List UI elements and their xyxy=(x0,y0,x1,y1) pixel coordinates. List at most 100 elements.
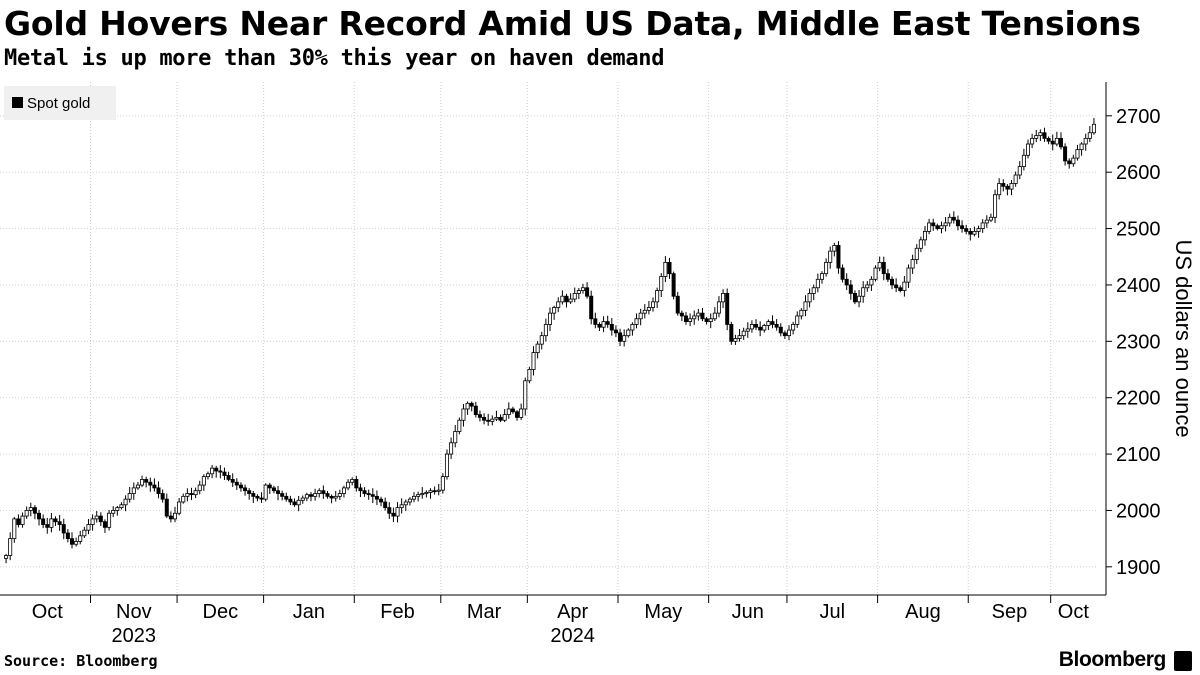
candle-body xyxy=(774,324,779,328)
candle xyxy=(902,276,907,297)
candle-body xyxy=(90,518,95,525)
candle xyxy=(754,319,759,331)
candle-body xyxy=(420,493,425,496)
candle-body xyxy=(486,419,491,422)
candle xyxy=(193,487,198,499)
candle-body xyxy=(1042,132,1047,139)
x-tick-label: Sep xyxy=(992,601,1028,623)
candle xyxy=(449,437,454,459)
candle-body xyxy=(160,493,165,500)
candle-body xyxy=(251,493,256,497)
candle xyxy=(300,495,305,504)
candle-body xyxy=(741,330,746,337)
candle xyxy=(308,491,313,502)
candle-body xyxy=(74,541,79,545)
candle-body xyxy=(1030,137,1035,145)
candle xyxy=(564,293,569,308)
candle-body xyxy=(1091,123,1096,134)
candle-body xyxy=(506,408,511,416)
candle xyxy=(383,497,388,511)
candle-body xyxy=(1046,137,1051,142)
candle-body xyxy=(53,518,58,523)
candle xyxy=(791,321,796,335)
candle-body xyxy=(366,493,371,496)
candle xyxy=(453,425,458,448)
candle xyxy=(997,178,1002,200)
candle-body xyxy=(197,484,202,492)
candle xyxy=(1021,148,1026,171)
candle-body xyxy=(403,501,408,506)
candle xyxy=(506,402,511,419)
candle xyxy=(69,532,74,549)
candle-body xyxy=(762,325,767,331)
candle xyxy=(778,323,783,337)
candle-body xyxy=(86,524,91,531)
candle-body xyxy=(12,518,17,540)
candle xyxy=(271,485,276,494)
candle-body xyxy=(543,324,548,337)
candle-body xyxy=(20,515,25,525)
candle xyxy=(78,530,83,545)
candle xyxy=(840,264,845,283)
candle-body xyxy=(976,228,981,232)
candle-body xyxy=(325,493,330,497)
candle xyxy=(935,223,940,231)
candle xyxy=(692,310,697,325)
candle-body xyxy=(78,535,83,542)
candle-body xyxy=(844,278,849,286)
candle-body xyxy=(498,417,503,421)
candle xyxy=(407,497,412,506)
candle-body xyxy=(416,494,421,497)
candle xyxy=(1030,133,1035,148)
candle-body xyxy=(494,417,499,420)
candle-body xyxy=(803,301,808,311)
legend: Spot gold xyxy=(4,86,116,120)
x-tick-label: Feb xyxy=(380,601,414,623)
candle xyxy=(185,488,190,502)
grid-lines xyxy=(0,82,1098,595)
candle-body xyxy=(622,335,627,342)
candle xyxy=(667,257,672,279)
candle-body xyxy=(173,512,178,520)
y-tick-label: 2300 xyxy=(1116,331,1161,353)
candle xyxy=(45,517,50,534)
candle-body xyxy=(832,245,837,252)
candle-body xyxy=(972,230,977,235)
candle xyxy=(41,514,46,529)
candle-body xyxy=(115,507,120,511)
candle-body xyxy=(205,473,210,478)
candle xyxy=(370,488,375,504)
candle xyxy=(1071,154,1076,167)
candle xyxy=(214,465,219,478)
candle-body xyxy=(857,295,862,303)
candle xyxy=(799,308,804,320)
candle xyxy=(395,502,400,523)
candle-body xyxy=(931,222,936,227)
y-axis-title: US dollars an ounce xyxy=(1171,239,1196,437)
candle-body xyxy=(201,476,206,486)
year-label: 2023 xyxy=(112,625,157,647)
candle xyxy=(910,254,915,274)
candle-body xyxy=(263,484,268,500)
candle xyxy=(523,377,528,416)
candle xyxy=(288,495,293,506)
candle-body xyxy=(852,293,857,303)
candle xyxy=(622,329,627,347)
candle-body xyxy=(729,324,734,342)
x-tick-label: Jun xyxy=(732,601,764,623)
candle xyxy=(881,256,886,281)
candle xyxy=(90,514,95,531)
candle xyxy=(832,242,837,257)
candle xyxy=(716,296,721,318)
candle xyxy=(939,221,944,234)
candle xyxy=(972,226,977,237)
candle-body xyxy=(881,261,886,275)
candle-body xyxy=(24,510,29,517)
candle xyxy=(280,490,285,501)
x-tick-label: Jan xyxy=(293,601,325,623)
candle-body xyxy=(57,521,62,525)
candle-body xyxy=(943,222,948,227)
candle xyxy=(1087,126,1092,143)
candle xyxy=(659,273,664,297)
candle xyxy=(123,495,128,512)
